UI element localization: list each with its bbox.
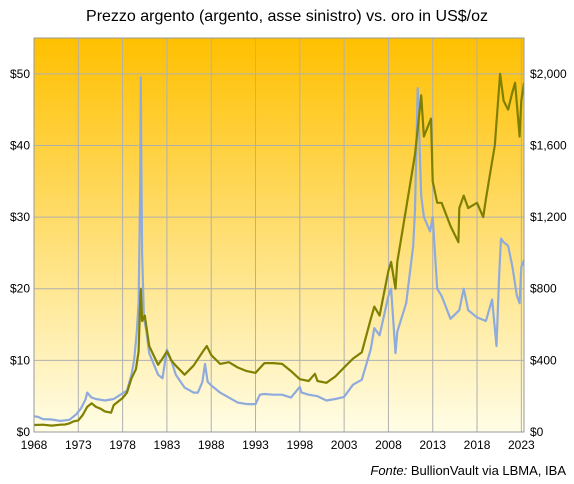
x-tick-label: 1998 [286,438,313,452]
x-tick-label: 2023 [508,438,535,452]
x-tick-label: 1973 [65,438,92,452]
y-left-tick-label: $30 [10,210,30,224]
x-tick-label: 1978 [109,438,136,452]
y-right-tick-label: $400 [530,353,557,367]
source-text: BullionVault via LBMA, IBA [410,463,566,478]
chart-source: Fonte: BullionVault via LBMA, IBA [370,463,566,478]
y-left-tick-label: $0 [17,425,31,439]
x-tick-label: 2003 [331,438,358,452]
x-tick-label: 1983 [154,438,181,452]
x-tick-label: 2013 [419,438,446,452]
y-right-tick-label: $0 [530,425,544,439]
x-tick-label: 2018 [464,438,491,452]
series-line-gold [34,72,524,427]
y-right-tick-label: $800 [530,282,557,296]
chart-title: Prezzo argento (argento, asse sinistro) … [86,8,488,25]
source-label: Fonte: [370,463,408,478]
y-left-tick-label: $20 [10,282,30,296]
x-tick-label: 1968 [21,438,48,452]
y-left-tick-label: $40 [10,138,30,152]
x-tick-label: 1988 [198,438,225,452]
x-tick-label: 2008 [375,438,402,452]
y-right-tick-label: $1,200 [530,210,567,224]
plot-background [34,38,524,432]
y-left-tick-label: $10 [10,353,30,367]
y-left-tick-label: $50 [10,67,30,81]
plot-border [33,37,525,433]
x-tick-label: 1993 [242,438,269,452]
y-right-tick-label: $1,600 [530,138,567,152]
y-right-tick-label: $2,000 [530,67,567,81]
